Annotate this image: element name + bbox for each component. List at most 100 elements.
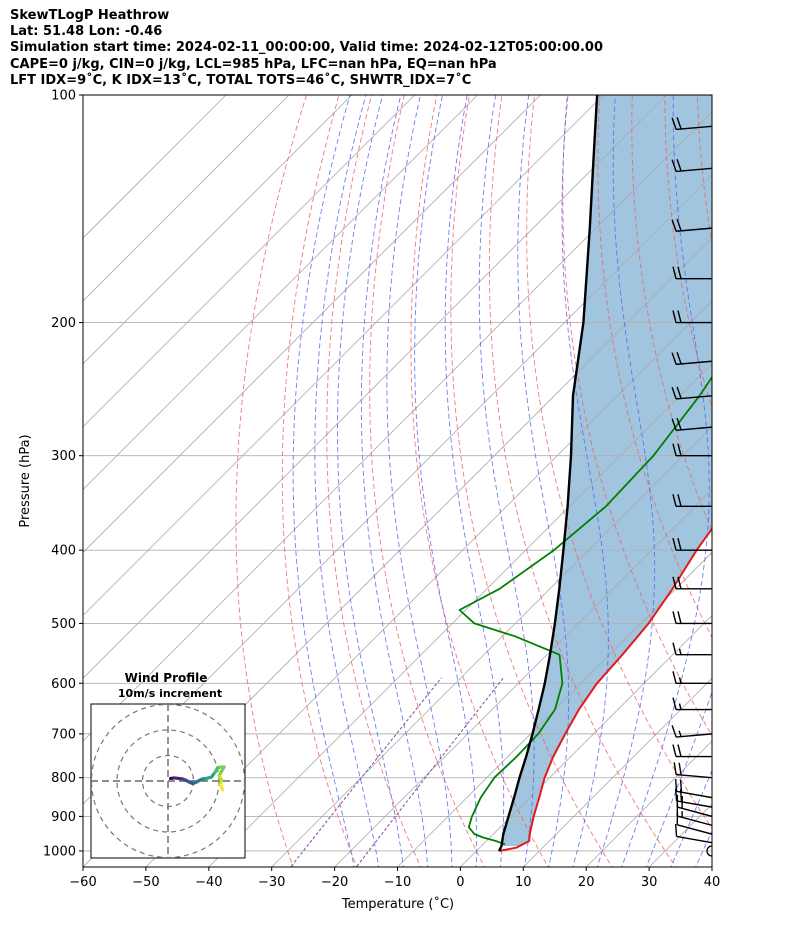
wind-barb xyxy=(672,443,712,457)
wind-barb xyxy=(671,218,712,232)
moist-adiabat xyxy=(292,95,355,867)
isotherm-line xyxy=(83,95,541,554)
x-axis-label: Temperature (˚C) xyxy=(341,896,454,912)
moist-adiabat xyxy=(444,95,505,867)
mixing-ratio-line xyxy=(355,677,504,867)
wind-barb xyxy=(674,778,712,799)
chart-title: SkewTLogP Heathrow xyxy=(10,8,170,23)
y-tick-label: 600 xyxy=(51,677,76,692)
moist-adiabat xyxy=(517,95,570,867)
moist-adiabats xyxy=(292,95,794,870)
wind-barb xyxy=(673,762,712,779)
isotherm-line xyxy=(711,866,712,867)
isotherm-line xyxy=(397,551,712,867)
x-tick-label: 0 xyxy=(456,875,464,890)
hodograph-title: Wind Profile xyxy=(125,671,208,685)
cape-shade-area xyxy=(501,95,712,846)
x-tick-label: 30 xyxy=(641,875,658,890)
moist-adiabat xyxy=(670,769,712,867)
y-tick-label: 500 xyxy=(51,617,76,632)
x-tick-label: 10 xyxy=(515,875,532,890)
dry-adiabat xyxy=(369,95,486,867)
y-tick-label: 700 xyxy=(51,727,76,742)
hodograph-segment xyxy=(218,783,225,792)
isotherm-line xyxy=(83,95,415,428)
wind-barb xyxy=(671,386,712,400)
hodograph-segment xyxy=(217,765,226,778)
x-tick-label: −10 xyxy=(384,875,411,890)
isotherm-line xyxy=(83,95,290,302)
dry-adiabat xyxy=(729,78,794,870)
wind-barb xyxy=(672,744,712,758)
wind-barb xyxy=(672,642,712,656)
moist-adiabat xyxy=(414,95,478,867)
x-tick-label: −30 xyxy=(258,875,285,890)
dry-adiabat xyxy=(450,95,613,867)
wind-barbs xyxy=(671,117,712,857)
dry-adiabat xyxy=(761,78,794,870)
y-tick-label: 1000 xyxy=(43,844,76,859)
y-tick-label: 300 xyxy=(51,449,76,464)
wind-barb xyxy=(671,417,712,431)
mixing-ratio-lines xyxy=(289,677,504,867)
wind-barb xyxy=(671,725,712,738)
moist-adiabat xyxy=(478,95,535,867)
isotherm-line xyxy=(334,489,712,867)
y-axis: 100 200 300 400 500 600 700 800 900 1000 xyxy=(43,89,83,859)
isotherm-line xyxy=(83,95,478,491)
hodograph-inset: Wind Profile 10m/s increment xyxy=(90,671,246,859)
wind-barb xyxy=(671,117,712,131)
wind-barb xyxy=(706,845,712,857)
isotherm-line xyxy=(83,95,604,616)
cape-cin-shading xyxy=(501,95,712,846)
wind-barb xyxy=(671,352,712,366)
moist-adiabat xyxy=(621,95,710,867)
isotherm-line xyxy=(523,677,712,867)
x-tick-label: 40 xyxy=(704,875,721,890)
y-tick-label: 100 xyxy=(51,89,76,104)
dewpoint-line xyxy=(458,375,712,846)
wind-barb xyxy=(671,159,712,173)
index-line: LFT IDX=9˚C, K IDX=13˚C, TOTAL TOTS=46˚C… xyxy=(10,72,472,88)
isotherm-line xyxy=(83,95,227,239)
y-tick-label: 400 xyxy=(51,544,76,559)
wind-barb xyxy=(672,671,712,684)
wind-barb xyxy=(672,266,712,280)
dry-adiabat xyxy=(326,95,422,867)
moist-adiabat xyxy=(360,95,429,867)
profile-lines xyxy=(458,95,712,852)
dry-adiabat xyxy=(526,95,712,829)
time-line: Simulation start time: 2024-02-11_00:00:… xyxy=(10,40,603,56)
wind-barb xyxy=(672,310,712,324)
moist-adiabat xyxy=(314,95,380,867)
location-line: Lat: 51.48 Lon: -0.46 xyxy=(10,24,163,40)
wind-barb xyxy=(674,824,712,844)
wind-barb xyxy=(672,537,712,551)
x-tick-label: −50 xyxy=(132,875,159,890)
x-tick-label: 20 xyxy=(578,875,595,890)
moist-adiabat xyxy=(596,95,656,867)
x-tick-label: −60 xyxy=(69,875,96,890)
dry-adiabat xyxy=(664,95,712,410)
isotherm-line xyxy=(83,95,667,679)
chart-header: SkewTLogP Heathrow Lat: 51.48 Lon: -0.46… xyxy=(10,8,790,89)
hodograph-ring xyxy=(141,754,195,808)
dry-adiabat xyxy=(562,95,712,737)
mixing-ratio-line xyxy=(289,677,442,867)
dry-adiabat xyxy=(281,95,358,867)
hodograph-ring xyxy=(91,704,245,858)
hodograph-subtitle: 10m/s increment xyxy=(118,687,222,700)
moist-adiabat xyxy=(744,95,794,870)
parcel-line xyxy=(498,95,599,852)
dry-adiabat xyxy=(597,95,712,639)
wind-barb xyxy=(672,611,712,625)
dry-adiabat xyxy=(235,95,307,867)
wind-barb xyxy=(672,697,712,711)
temperature-line xyxy=(498,526,712,852)
moist-adiabat xyxy=(719,95,794,870)
isotherm-line xyxy=(83,95,353,365)
wind-barb xyxy=(672,576,712,590)
hodograph-plot xyxy=(91,704,245,858)
y-tick-label: 800 xyxy=(51,771,76,786)
dry-adiabat xyxy=(488,95,677,867)
